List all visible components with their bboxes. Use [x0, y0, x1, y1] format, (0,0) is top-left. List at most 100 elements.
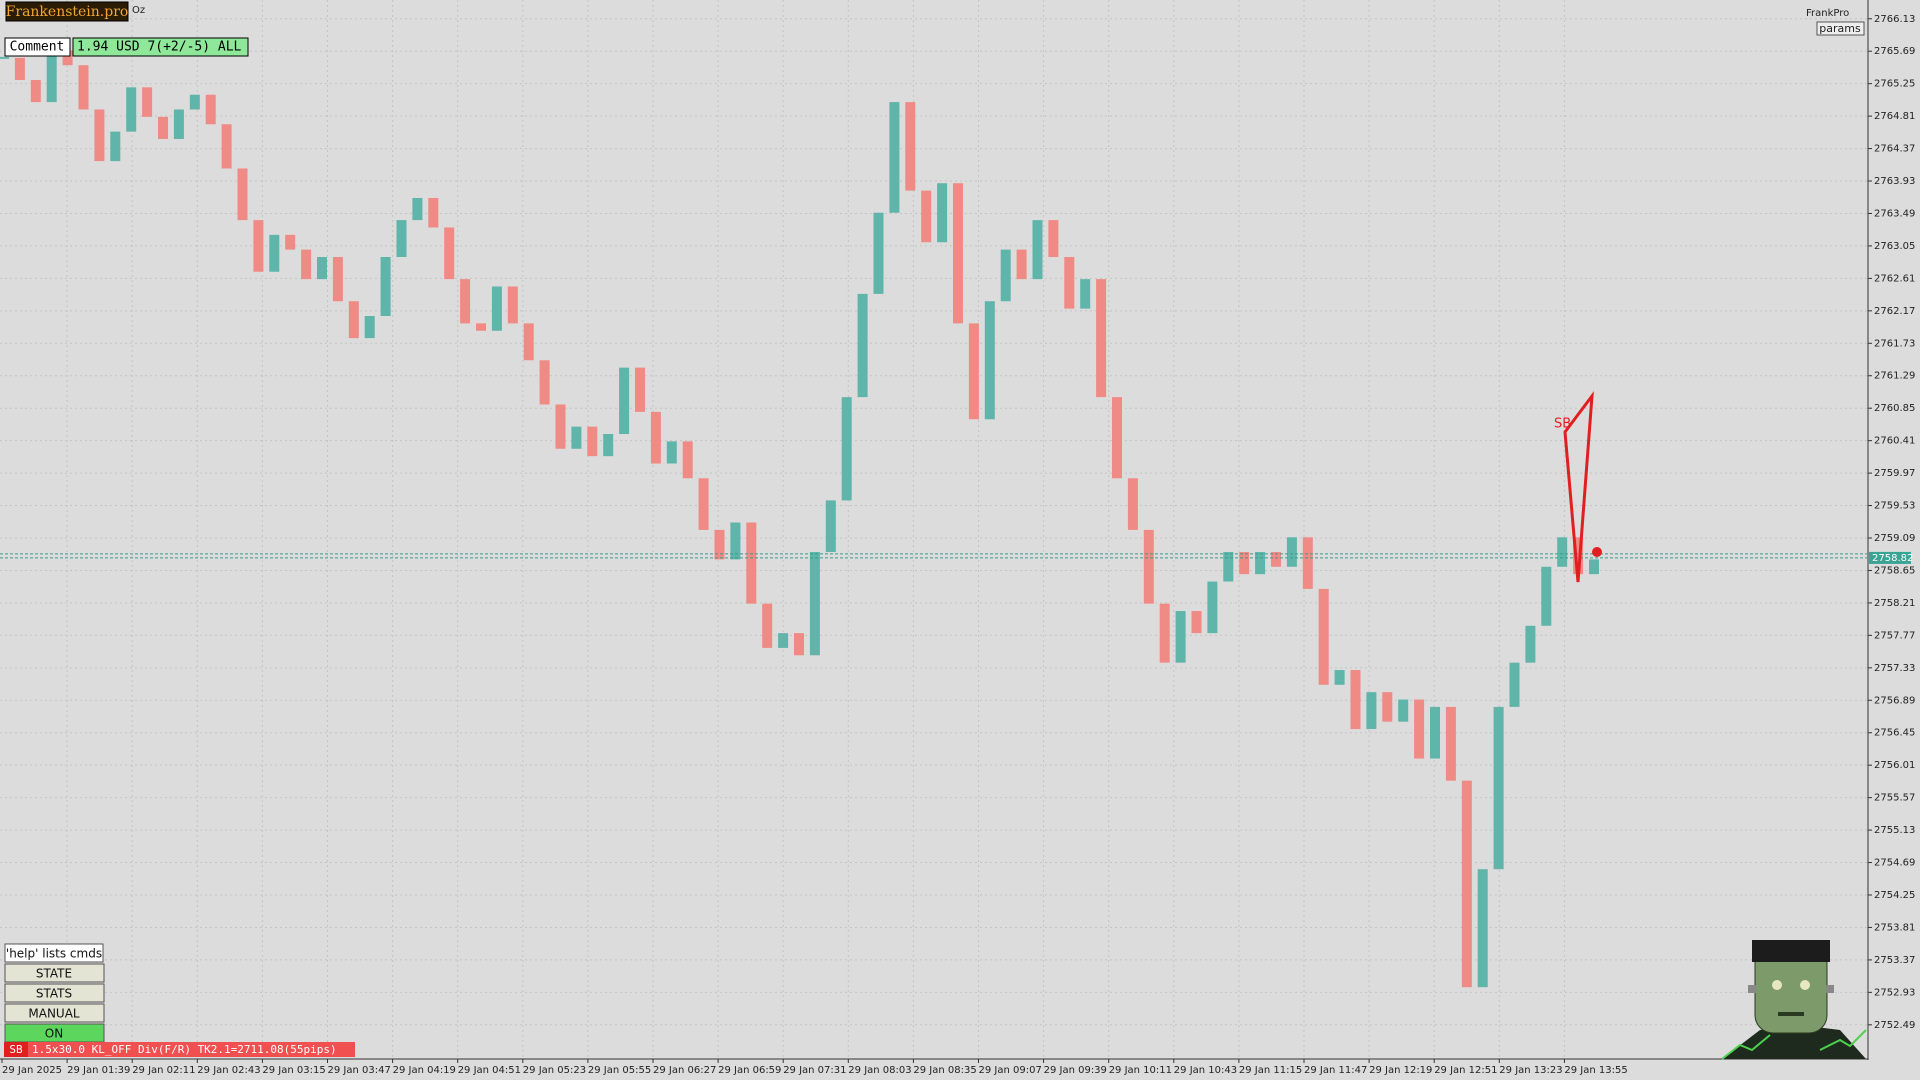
button-box[interactable]	[4, 943, 104, 963]
candle	[317, 256, 327, 280]
x-tick-label: 29 Jan 02:43	[197, 1065, 260, 1076]
candle	[380, 256, 391, 316]
candle	[1223, 552, 1234, 582]
y-tick-label: 2757.33	[1874, 663, 1915, 674]
candle	[1000, 249, 1011, 302]
x-tick-label: 29 Jan 11:15	[1239, 1065, 1302, 1076]
y-tick-label: 2763.49	[1874, 208, 1915, 219]
button-label[interactable]: 'help' lists cmds	[6, 947, 102, 961]
button-label[interactable]: ON	[45, 1027, 63, 1041]
y-tick-label: 2765.25	[1874, 79, 1915, 90]
pattern-shape	[1563, 390, 1594, 583]
y-tick-label: 2761.29	[1874, 371, 1915, 382]
candle	[1271, 552, 1281, 567]
candle	[30, 79, 41, 103]
button-label[interactable]: STATE	[36, 967, 72, 981]
pattern-marker	[1592, 547, 1602, 557]
current-price-label: 2758.82	[1872, 553, 1913, 564]
candle	[269, 234, 280, 272]
candle	[412, 197, 423, 221]
y-tick-label: 2754.69	[1874, 858, 1915, 869]
candle	[1207, 581, 1218, 634]
candle	[460, 279, 471, 324]
y-tick-label: 2756.89	[1874, 695, 1915, 706]
y-tick-label: 2753.81	[1874, 922, 1915, 933]
x-tick-label: 29 Jan 03:47	[328, 1065, 391, 1076]
pattern-label: SB	[1554, 417, 1571, 432]
y-tick-label: 2756.45	[1874, 728, 1915, 739]
x-tick-label: 29 Jan 12:19	[1369, 1065, 1432, 1076]
candle	[396, 220, 407, 257]
candle	[953, 183, 963, 324]
candle	[1493, 706, 1504, 870]
x-tick-label: 29 Jan 12:51	[1434, 1065, 1497, 1076]
candle	[746, 522, 757, 604]
candle	[1509, 662, 1520, 707]
params-box[interactable]	[1816, 21, 1865, 36]
candle	[794, 633, 804, 656]
candle	[571, 426, 582, 449]
candle	[778, 633, 789, 648]
candle	[285, 234, 296, 250]
candle	[173, 109, 184, 139]
comment-label: Comment	[10, 40, 65, 55]
y-tick-label: 2758.21	[1874, 598, 1915, 609]
candle	[1430, 706, 1440, 759]
candle	[158, 116, 168, 139]
params-button[interactable]: params	[1819, 22, 1861, 35]
candle	[1318, 588, 1329, 685]
y-tick-label: 2766.13	[1874, 14, 1915, 25]
candle	[1477, 869, 1488, 988]
y-tick-label: 2758.65	[1874, 565, 1915, 576]
candle	[1573, 537, 1584, 575]
candle	[1159, 603, 1170, 663]
y-tick-label: 2760.85	[1874, 403, 1915, 414]
candle	[1175, 611, 1186, 663]
candle	[1302, 537, 1313, 589]
candle	[46, 50, 57, 103]
button-box[interactable]	[4, 1003, 105, 1023]
candle	[968, 323, 979, 420]
candle	[1557, 537, 1568, 567]
candle	[62, 50, 73, 66]
candle	[301, 249, 312, 280]
button-box[interactable]	[4, 963, 105, 983]
candle	[348, 301, 359, 339]
candle	[762, 603, 773, 648]
candle	[603, 434, 614, 457]
logo-box	[5, 1, 129, 22]
x-tick-label: 29 Jan 13:55	[1564, 1065, 1627, 1076]
x-tick-label: 29 Jan 01:39	[67, 1065, 130, 1076]
x-tick-label: 29 Jan 05:55	[588, 1065, 651, 1076]
candle	[905, 102, 916, 191]
candle	[523, 323, 534, 361]
button-box[interactable]	[4, 983, 105, 1003]
x-tick-label: 29 Jan 06:27	[653, 1065, 716, 1076]
x-tick-label: 29 Jan 09:07	[979, 1065, 1042, 1076]
candle	[1350, 670, 1361, 730]
candle	[221, 124, 232, 169]
x-tick-label: 29 Jan 08:03	[848, 1065, 911, 1076]
y-tick-label: 2763.05	[1874, 241, 1915, 252]
candle	[1191, 611, 1202, 634]
button-label[interactable]: MANUAL	[28, 1007, 80, 1021]
candle	[1414, 699, 1425, 759]
y-tick-label: 2759.97	[1874, 468, 1915, 479]
candle	[619, 367, 630, 435]
y-tick-label: 2759.09	[1874, 533, 1915, 544]
candle	[1064, 256, 1075, 309]
current-price-box	[1869, 551, 1911, 564]
candle	[1143, 529, 1154, 604]
comment-box	[72, 37, 249, 57]
x-tick-label: 29 Jan 04:51	[458, 1065, 521, 1076]
y-tick-label: 2755.57	[1874, 793, 1915, 804]
candle	[921, 190, 932, 243]
candle	[666, 441, 677, 464]
candle	[1016, 249, 1027, 280]
candle	[1589, 559, 1599, 575]
x-tick-label: 29 Jan 08:35	[913, 1065, 976, 1076]
button-label[interactable]: STATS	[36, 987, 72, 1001]
